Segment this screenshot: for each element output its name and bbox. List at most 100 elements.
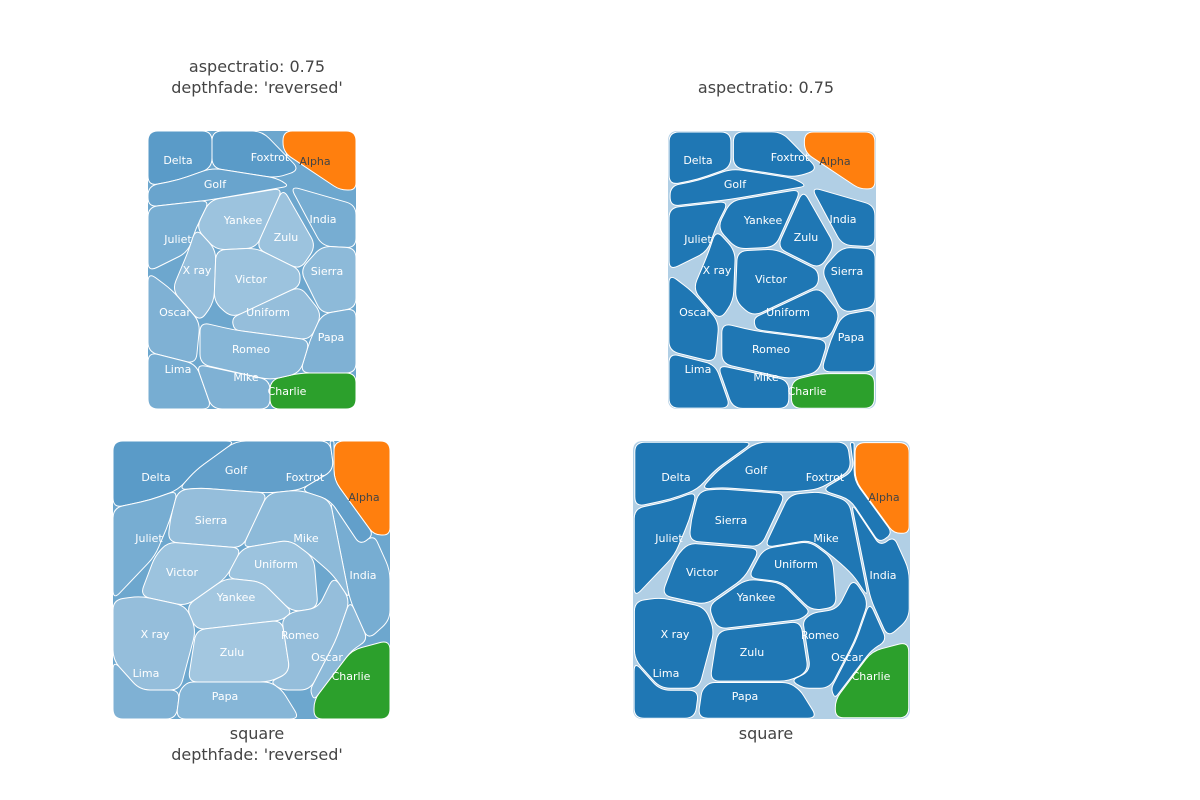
treemap-cell-oscar[interactable] — [831, 606, 886, 697]
treemap-cell-victor[interactable] — [213, 247, 301, 316]
treemap-label-alpha: Alpha — [819, 155, 850, 168]
treemap-label-sierra: Sierra — [831, 265, 863, 278]
treemap-cell-india[interactable] — [813, 188, 876, 247]
treemap-label-x-ray: X ray — [703, 264, 732, 277]
treemap-cell-foxtrot[interactable] — [825, 442, 891, 541]
panel-title-line: depthfade: 'reversed' — [171, 78, 343, 97]
treemap-cell-oscar[interactable] — [668, 276, 719, 361]
treemap-label-juliet: Juliet — [134, 532, 163, 545]
treemap-label-zulu: Zulu — [274, 231, 299, 244]
treemap-cell-yankee[interactable] — [710, 579, 809, 629]
treemap-label-victor: Victor — [166, 566, 198, 579]
panel-title-line: depthfade: 'reversed' — [171, 745, 343, 764]
treemap-label-yankee: Yankee — [216, 591, 256, 604]
treemap-cell-sierra[interactable] — [302, 246, 357, 314]
treemap-label-papa: Papa — [212, 690, 239, 703]
treemap-cell-romeo[interactable] — [199, 323, 309, 380]
treemap-label-romeo: Romeo — [801, 629, 839, 642]
treemap-cell-zulu[interactable] — [710, 621, 808, 682]
treemap-cell-india[interactable] — [292, 187, 357, 248]
treemap-cell-india[interactable] — [852, 506, 910, 635]
treemap-label-golf: Golf — [724, 178, 747, 191]
treemap-label-yankee: Yankee — [736, 591, 776, 604]
treemap-cell-x-ray[interactable] — [694, 233, 736, 317]
treemap-label-charlie: Charlie — [852, 670, 891, 683]
treemap-cell-juliet[interactable] — [668, 201, 727, 268]
treemap-cell-golf[interactable] — [704, 441, 851, 493]
treemap-cell-sierra[interactable] — [689, 488, 784, 547]
treemap-label-oscar: Oscar — [311, 651, 343, 664]
treemap-label-juliet: Juliet — [163, 233, 192, 246]
treemap-cell-papa[interactable] — [698, 682, 815, 719]
treemap-cell-lima[interactable] — [668, 354, 729, 409]
treemap-label-golf: Golf — [745, 464, 768, 477]
treemap-label-papa: Papa — [838, 331, 865, 344]
treemap-label-victor: Victor — [235, 273, 267, 286]
treemap-label-india: India — [830, 213, 857, 226]
treemap-cell-zulu[interactable] — [779, 193, 833, 267]
treemap-cell-mike[interactable] — [198, 365, 271, 410]
treemap-panel-tl: Alpha Charlie Delta Foxtrot Golf India Juliet Y… — [147, 130, 357, 410]
treemap-label-zulu: Zulu — [220, 646, 245, 659]
treemap-label-alpha: Alpha — [348, 491, 379, 504]
treemap-cell-foxtrot[interactable] — [732, 131, 815, 177]
treemap-label-india: India — [870, 569, 897, 582]
treemap-cell-juliet[interactable] — [147, 200, 208, 270]
treemap-label-lima: Lima — [133, 667, 160, 680]
treemap-cell-delta[interactable] — [634, 441, 750, 506]
treemap-label-foxtrot: Foxtrot — [806, 471, 845, 484]
treemap-cell-zulu[interactable] — [258, 191, 314, 268]
treemap-panel-tr: Alpha Charlie Delta Foxtrot Golf India Juliet Y… — [668, 131, 876, 409]
treemap-cell-juliet[interactable] — [633, 493, 696, 594]
treemap-label-romeo: Romeo — [281, 629, 319, 642]
treemap-cell-delta[interactable] — [668, 131, 732, 184]
treemap-label-delta: Delta — [661, 471, 690, 484]
treemap-cell-charlie[interactable] — [834, 643, 910, 719]
treemap-cell-mike[interactable] — [766, 491, 868, 594]
panel-title-line: aspectratio: 0.75 — [697, 78, 835, 97]
panel-title-line: square — [738, 724, 794, 743]
treemap-cell-x-ray[interactable] — [633, 597, 714, 689]
treemap-cell-lima[interactable] — [633, 665, 699, 719]
treemap-cell-uniform[interactable] — [753, 289, 839, 339]
treemap-label-alpha: Alpha — [299, 155, 330, 168]
treemap-label-uniform: Uniform — [246, 306, 290, 319]
treemap-label-x-ray: X ray — [661, 628, 690, 641]
treemap-cell-papa[interactable] — [822, 310, 876, 373]
treemap-cell-romeo[interactable] — [721, 324, 827, 379]
treemap-label-papa: Papa — [318, 331, 345, 344]
treemap-label-sierra: Sierra — [715, 514, 747, 527]
treemap-label-yankee: Yankee — [743, 214, 783, 227]
treemap-label-juliet: Juliet — [654, 532, 683, 545]
treemap-cell-papa[interactable] — [176, 681, 298, 720]
treemap-label-sierra: Sierra — [311, 265, 343, 278]
treemap-label-charlie: Charlie — [332, 670, 371, 683]
treemap-label-oscar: Oscar — [831, 651, 863, 664]
treemap-label-victor: Victor — [755, 273, 787, 286]
treemap-cell-x-ray[interactable] — [173, 231, 217, 319]
treemap-cell-oscar[interactable] — [310, 604, 367, 699]
treemap-cell-victor[interactable] — [663, 543, 758, 604]
treemap-cell-alpha[interactable] — [803, 131, 876, 190]
treemap-label-india: India — [350, 569, 377, 582]
treemap-cell-lima[interactable] — [112, 663, 180, 720]
treemap-label-mike: Mike — [753, 371, 779, 384]
treemap-label-charlie: Charlie — [268, 385, 307, 398]
treemap-label-juliet: Juliet — [683, 233, 712, 246]
treemap-cell-uniform[interactable] — [750, 542, 837, 610]
treemap-cell-romeo[interactable] — [793, 582, 867, 689]
treemap-label-foxtrot: Foxtrot — [251, 151, 290, 164]
treemap-label-india: India — [310, 213, 337, 226]
treemap-cell-victor[interactable] — [735, 249, 819, 315]
treemap-label-papa: Papa — [732, 690, 759, 703]
treemap-cell-sierra[interactable] — [823, 247, 876, 312]
treemap-cell-charlie[interactable] — [790, 373, 875, 409]
treemap-cell-yankee[interactable] — [719, 190, 799, 250]
treemap-cell-alpha[interactable] — [854, 442, 910, 534]
treemap-panel-bl: Alpha Charlie Delta Golf Foxtrot India Juliet S… — [112, 440, 391, 720]
treemap-label-foxtrot: Foxtrot — [286, 471, 325, 484]
treemap-cell-alpha[interactable] — [282, 130, 357, 191]
treemap-cell-mike[interactable] — [719, 366, 790, 409]
treemap-cell-golf[interactable] — [669, 169, 805, 206]
treemap-label-oscar: Oscar — [679, 306, 711, 319]
